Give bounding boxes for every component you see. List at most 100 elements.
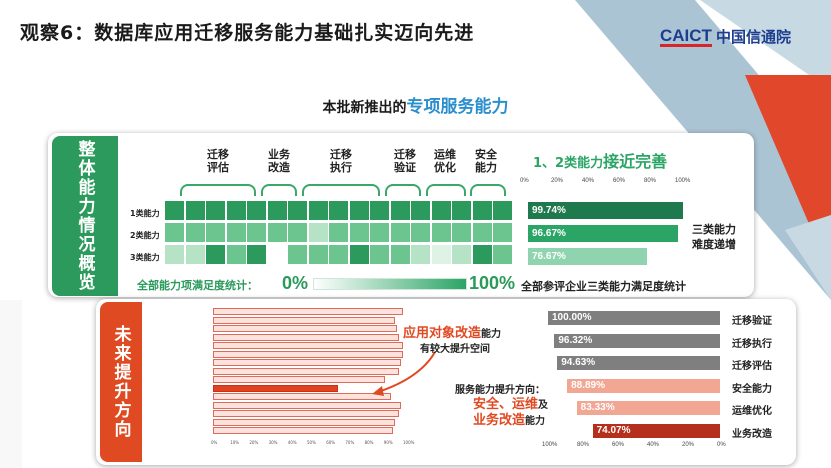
heatmap-cell xyxy=(349,223,369,242)
heatmap-cell xyxy=(288,245,307,264)
page-title: 观察6：数据库应用迁移服务能力基础扎实迈向先进 xyxy=(20,22,475,44)
heatmap-cell xyxy=(329,245,348,264)
heatmap-cell xyxy=(226,201,246,220)
ranking-bar: 83.33% xyxy=(576,401,720,415)
future-tab: 未来提升方向 xyxy=(100,302,142,462)
difficulty-note: 三类能力 难度递增 xyxy=(692,223,736,251)
heatmap-cell xyxy=(452,223,471,242)
subtitle: 本批新推出的专项服务能力 xyxy=(0,92,831,117)
heatmap-cell xyxy=(288,223,307,242)
heatmap-cell xyxy=(472,223,492,242)
heatmap-cell xyxy=(267,245,287,264)
ranking-bar: 74.07% xyxy=(592,423,720,438)
heatmap-cell xyxy=(452,201,471,220)
class-bar: 76.67% xyxy=(528,248,647,265)
heatmap-cell xyxy=(390,245,410,264)
heatmap-cell xyxy=(349,201,369,220)
future-tab-label: 未来提升方向 xyxy=(110,325,131,439)
heatmap-cell xyxy=(247,223,266,242)
heatmap-cell xyxy=(165,201,184,220)
heatmap-cell xyxy=(411,201,430,220)
ranking-bar: 96.32% xyxy=(554,333,720,348)
detail-bar-app-object xyxy=(213,384,339,392)
note-app-object: 应用对象改造能力 xyxy=(403,326,502,341)
detail-tick: 20% xyxy=(249,440,259,445)
heatmap-cell xyxy=(493,245,512,264)
ranking-label: 迁移验证 xyxy=(732,316,772,327)
axis-tick: 0% xyxy=(520,178,529,184)
heatmap-cell xyxy=(411,223,430,242)
subtitle-highlight: 专项服务能力 xyxy=(406,97,509,117)
detail-bar xyxy=(213,418,396,426)
heatmap-cell xyxy=(308,223,328,242)
ranking-bar: 88.89% xyxy=(567,378,720,393)
heatmap-cell xyxy=(185,245,205,264)
note-improvement: 有较大提升空间 xyxy=(420,344,490,355)
heatmap-cell xyxy=(329,223,348,242)
row-label-1: 1类能力 xyxy=(130,209,160,218)
heatmap-cell xyxy=(267,223,287,242)
heatmap-cell xyxy=(472,201,492,220)
heatmap-cell xyxy=(370,223,389,242)
summary-min: 0% xyxy=(282,273,309,293)
heatmap-cell xyxy=(308,201,328,220)
heatmap-cell xyxy=(206,223,225,242)
col-header-verification: 迁移 验证 xyxy=(394,148,416,174)
detail-tick: 90% xyxy=(383,440,393,445)
ranking-bar: 94.63% xyxy=(557,356,720,370)
heatmap-cell xyxy=(267,201,287,220)
detail-tick: 50% xyxy=(307,440,316,445)
axis-tick: 20% xyxy=(551,178,564,184)
summary-label-2: 全部参评企业三类能力满足度统计 xyxy=(521,280,686,293)
col-header-ops: 运维 优化 xyxy=(434,148,456,174)
col-header-execution: 迁移 执行 xyxy=(330,148,352,174)
detail-bar xyxy=(213,333,400,341)
heatmap-cell xyxy=(288,201,307,220)
heatmap-cell xyxy=(493,201,512,220)
heatmap-cell xyxy=(247,245,266,264)
detail-tick: 80% xyxy=(364,440,374,445)
heatmap-cell xyxy=(206,201,225,220)
note-direction: 服务能力提升方向： xyxy=(455,385,545,396)
detail-tick: 70% xyxy=(345,440,355,445)
brace-business xyxy=(261,184,297,196)
ranking-tick: 60% xyxy=(612,442,625,448)
row-label-2: 2类能力 xyxy=(130,231,160,240)
heatmap-cell xyxy=(226,223,246,242)
ranking-label: 迁移评估 xyxy=(732,361,772,372)
heatmap-cell xyxy=(411,245,430,264)
detail-bar xyxy=(213,316,396,324)
heatmap-cell xyxy=(431,201,451,220)
detail-bar xyxy=(213,308,404,315)
detail-bar xyxy=(213,325,398,332)
heatmap-cell xyxy=(390,223,410,242)
detail-tick: 0% xyxy=(211,440,218,445)
note-direction-items: 安全、运维及 业务改造能力 xyxy=(473,397,549,428)
heatmap-cell xyxy=(349,245,369,264)
brace-security xyxy=(470,184,506,196)
heatmap-cell xyxy=(185,201,205,220)
heatmap-cell xyxy=(493,223,512,242)
logo-text-en: CAICT xyxy=(660,25,712,47)
heatmap-cell xyxy=(370,245,389,264)
brace-assessment xyxy=(180,184,256,196)
brace-execution xyxy=(302,184,380,196)
detail-bar xyxy=(213,376,386,383)
class-bar: 99.74% xyxy=(528,202,683,219)
summary-gradient-bar xyxy=(313,278,467,290)
detail-tick: 60% xyxy=(326,440,336,445)
summary-label: 全部能力项满足度统计： xyxy=(137,279,258,292)
detail-bar xyxy=(213,359,402,366)
ranking-label: 运维优化 xyxy=(732,406,772,417)
class-bar: 96.67% xyxy=(528,225,678,242)
col-header-security: 安全 能力 xyxy=(475,148,497,174)
heatmap-cell xyxy=(431,223,451,242)
heatmap-cell xyxy=(206,245,225,264)
axis-tick: 40% xyxy=(582,178,595,184)
ranking-label: 安全能力 xyxy=(732,383,772,395)
axis-tick: 80% xyxy=(644,178,657,184)
heatmap-cell xyxy=(472,245,492,264)
detail-bar xyxy=(213,342,404,349)
detail-bar xyxy=(213,367,400,375)
axis-tick: 60% xyxy=(613,178,626,184)
